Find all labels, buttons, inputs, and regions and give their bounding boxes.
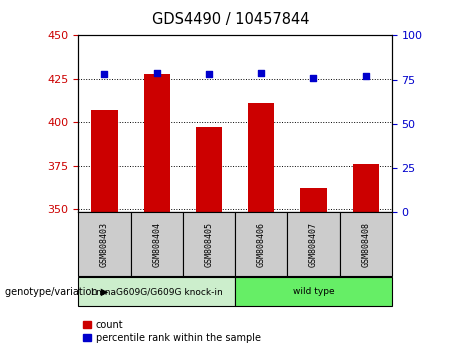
Bar (340, 212, 392, 276)
Point (153, 70, 160, 75)
Bar (91, 110, 118, 212)
Text: wild type: wild type (293, 287, 334, 296)
Legend: count, percentile rank within the sample: count, percentile rank within the sample (83, 320, 261, 343)
Point (310, 75, 317, 81)
Bar (183, 212, 235, 276)
Text: GSM808407: GSM808407 (309, 222, 318, 267)
Bar (235, 277, 392, 306)
Bar (353, 164, 379, 212)
Bar (287, 212, 340, 276)
Point (205, 72, 213, 77)
Text: GDS4490 / 10457844: GDS4490 / 10457844 (152, 12, 309, 27)
Text: genotype/variation ▶: genotype/variation ▶ (5, 287, 108, 297)
Bar (301, 188, 326, 212)
Bar (248, 103, 274, 212)
Text: GSM808404: GSM808404 (152, 222, 161, 267)
Bar (144, 74, 170, 212)
Text: GSM808406: GSM808406 (257, 222, 266, 267)
Point (101, 72, 108, 77)
Bar (78, 277, 235, 306)
Text: GSM808403: GSM808403 (100, 222, 109, 267)
Bar (78, 212, 130, 276)
Bar (130, 212, 183, 276)
Point (258, 70, 265, 75)
Text: GSM808405: GSM808405 (205, 222, 213, 267)
Text: LmnaG609G/G609G knock-in: LmnaG609G/G609G knock-in (91, 287, 223, 296)
Bar (235, 212, 287, 276)
Point (362, 73, 369, 79)
Text: GSM808408: GSM808408 (361, 222, 370, 267)
Bar (196, 127, 222, 212)
